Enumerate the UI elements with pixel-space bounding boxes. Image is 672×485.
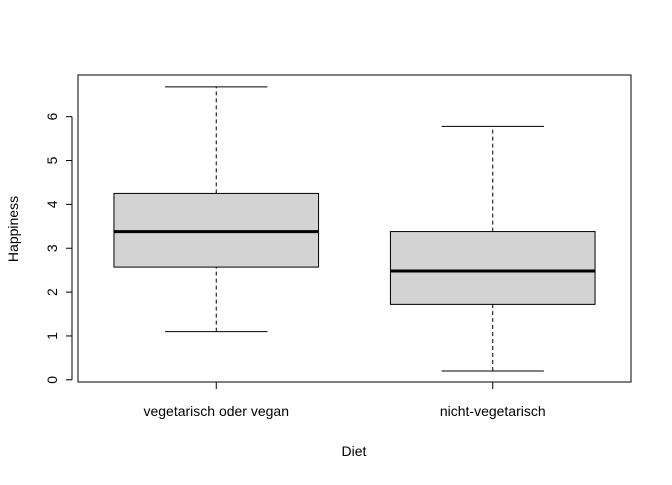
y-axis: 0 1 2 3 4 5 6: [44, 113, 73, 384]
y-tick-label: 4: [44, 200, 60, 208]
plot-frame: [77, 74, 632, 383]
box-1: [389, 125, 596, 372]
y-tick-label: 6: [44, 113, 60, 121]
y-tick-label: 0: [44, 376, 60, 384]
x-axis: vegetarisch oder vegan nicht-vegetarisch: [143, 382, 546, 419]
y-tick-label: 1: [44, 332, 60, 340]
y-tick-label: 2: [44, 288, 60, 296]
y-axis-label: Happiness: [5, 196, 21, 262]
x-tick-label: vegetarisch oder vegan: [143, 403, 289, 419]
x-tick-label: nicht-vegetarisch: [440, 403, 546, 419]
x-axis-label: Diet: [342, 443, 367, 459]
box-0: [113, 86, 320, 333]
y-tick-label: 3: [44, 244, 60, 252]
y-tick-label: 5: [44, 156, 60, 164]
boxes-group: [113, 86, 596, 372]
box-iqr: [389, 231, 596, 305]
